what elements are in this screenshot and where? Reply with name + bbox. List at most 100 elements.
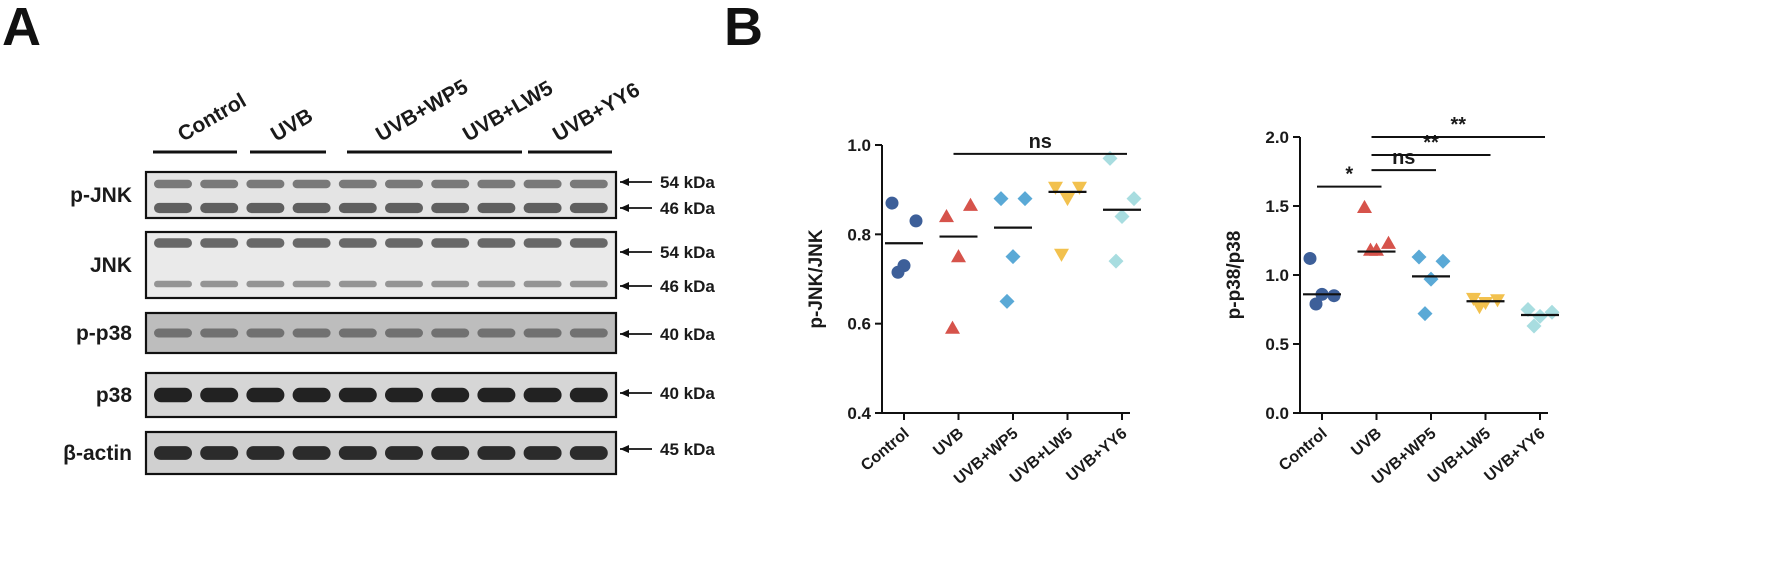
band [200, 446, 239, 460]
data-point [963, 197, 978, 211]
kda-arrow-head [620, 330, 629, 338]
band [200, 387, 239, 403]
band [523, 179, 562, 189]
band [523, 446, 562, 460]
kda-arrow-head [620, 248, 629, 256]
lane-label: Control [174, 89, 250, 146]
band [338, 238, 377, 248]
data-point [1472, 301, 1487, 315]
band [338, 202, 377, 214]
band [477, 238, 516, 248]
lane-label: UVB [267, 104, 317, 146]
data-point [939, 208, 954, 223]
x-tick-label: Control [858, 425, 912, 475]
band [246, 387, 285, 403]
y-tick-label: 0.4 [847, 404, 871, 423]
band [523, 328, 562, 338]
x-tick-label: UVB [1348, 425, 1385, 460]
band [246, 280, 285, 288]
y-tick-label: 0.0 [1265, 404, 1289, 423]
band [154, 238, 192, 248]
band [431, 179, 470, 189]
y-tick-label: 0.6 [847, 315, 871, 334]
band [338, 328, 377, 338]
band [477, 446, 516, 460]
data-point [1017, 191, 1033, 207]
data-point [1532, 308, 1548, 324]
data-point [909, 214, 923, 228]
x-tick-label: UVB+YY6 [1063, 425, 1130, 485]
data-point [891, 265, 905, 279]
data-point [1435, 253, 1451, 269]
significance-label: ns [1029, 131, 1052, 153]
kda-arrow-head [620, 178, 629, 186]
significance-label: ns [1392, 147, 1415, 169]
x-tick-label: Control [1276, 425, 1330, 475]
y-axis-title: p-p38/p38 [1224, 231, 1245, 320]
significance-label: ** [1450, 114, 1466, 136]
band [338, 179, 377, 189]
kda-arrow-head [620, 204, 629, 212]
kda-arrow-head [620, 445, 629, 453]
x-tick-label: UVB [930, 425, 967, 460]
data-point [945, 320, 960, 334]
band [292, 238, 331, 248]
band [477, 328, 516, 338]
band [569, 179, 608, 189]
band [523, 280, 562, 288]
data-point [993, 191, 1009, 207]
significance-label: ** [1423, 132, 1439, 154]
data-point [1357, 199, 1372, 214]
band [523, 202, 562, 214]
band [569, 387, 608, 403]
data-point [1544, 304, 1560, 320]
band [338, 280, 377, 288]
data-point [1466, 292, 1481, 306]
y-tick-label: 1.5 [1265, 197, 1289, 216]
band [154, 328, 192, 338]
kda-arrow-head [620, 389, 629, 397]
data-point [1108, 253, 1124, 269]
data-point [1327, 289, 1341, 303]
band [292, 387, 331, 403]
band [431, 446, 470, 460]
band [385, 446, 423, 460]
band [246, 328, 285, 338]
band [154, 179, 192, 189]
x-tick-label: UVB+YY6 [1481, 425, 1548, 485]
data-point [1126, 191, 1142, 207]
blot-row-label: β-actin [63, 442, 132, 465]
kda-label: 54 kDa [660, 173, 715, 192]
data-point [1072, 181, 1087, 195]
band [569, 202, 608, 214]
band [246, 202, 285, 214]
band [200, 202, 239, 214]
data-point [1411, 249, 1427, 265]
band [569, 280, 608, 288]
band [292, 202, 331, 214]
band [385, 387, 423, 403]
data-point [1520, 302, 1536, 317]
band [385, 202, 423, 214]
y-tick-label: 1.0 [1265, 266, 1289, 285]
band [385, 179, 423, 189]
panel-a-label: A [2, 0, 41, 57]
y-tick-label: 0.8 [847, 225, 871, 244]
band [569, 446, 608, 460]
band [292, 280, 331, 288]
data-point [1526, 318, 1542, 334]
data-point [1114, 208, 1130, 224]
kda-arrow-head [620, 282, 629, 290]
kda-label: 54 kDa [660, 243, 715, 262]
band [477, 202, 516, 214]
data-point [1054, 248, 1069, 262]
band [154, 387, 192, 403]
band [154, 202, 192, 214]
data-point [999, 293, 1015, 309]
significance-label: * [1345, 164, 1353, 186]
kda-label: 46 kDa [660, 277, 715, 296]
band [200, 179, 239, 189]
blot-row-label: JNK [90, 254, 132, 277]
